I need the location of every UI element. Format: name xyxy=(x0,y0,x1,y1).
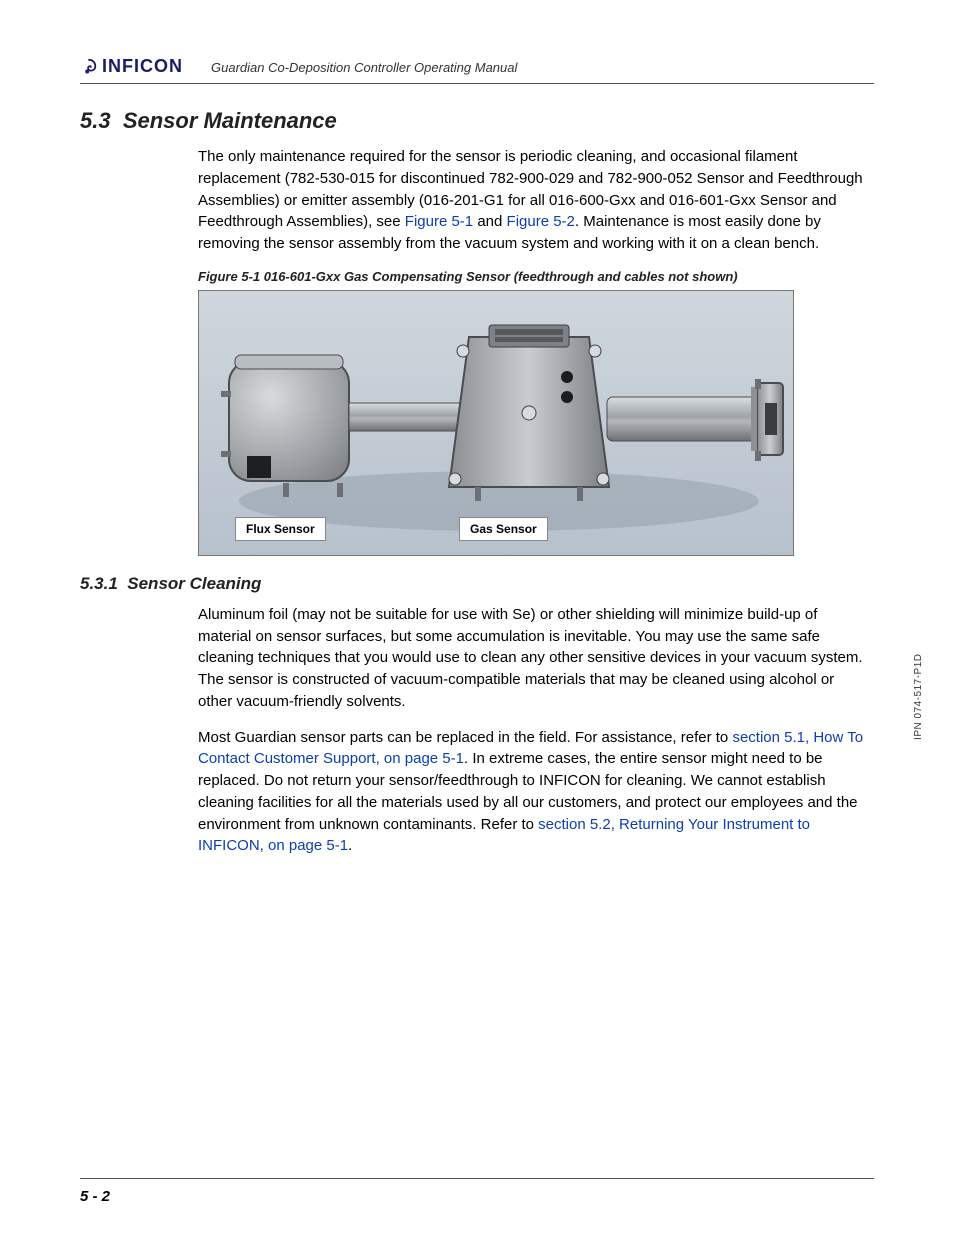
logo-swirl-icon xyxy=(80,58,98,76)
figure-caption: Figure 5-1 016-601-Gxx Gas Compensating … xyxy=(198,269,864,284)
subsection-heading: 5.3.1 Sensor Cleaning xyxy=(80,574,874,594)
footer-rule xyxy=(80,1178,874,1179)
subsection-para-2: Most Guardian sensor parts can be replac… xyxy=(198,727,864,858)
page-header: INFICON Guardian Co-Deposition Controlle… xyxy=(80,56,874,84)
ipn-code: IPN 074-517-P1D xyxy=(913,653,924,739)
brand-text: INFICON xyxy=(102,56,183,77)
figure-5-1: Flux Sensor Gas Sensor xyxy=(198,290,794,556)
manual-title: Guardian Co-Deposition Controller Operat… xyxy=(211,60,517,77)
brand-logo: INFICON xyxy=(80,56,183,77)
subsection-para-1: Aluminum foil (may not be suitable for u… xyxy=(198,604,864,713)
section-title: Sensor Maintenance xyxy=(123,108,337,133)
para-text: Most Guardian sensor parts can be replac… xyxy=(198,729,732,746)
figure-5-2-link[interactable]: Figure 5-2 xyxy=(507,213,575,230)
subsection-title: Sensor Cleaning xyxy=(127,574,261,593)
para-text: and xyxy=(473,213,506,230)
section-para-1: The only maintenance required for the se… xyxy=(198,146,864,255)
section-heading: 5.3 Sensor Maintenance xyxy=(80,108,874,134)
section-number: 5.3 xyxy=(80,108,111,133)
flux-sensor-label: Flux Sensor xyxy=(235,517,326,541)
para-text: . xyxy=(348,837,352,854)
figure-5-1-link[interactable]: Figure 5-1 xyxy=(405,213,473,230)
gas-sensor-label: Gas Sensor xyxy=(459,517,548,541)
subsection-number: 5.3.1 xyxy=(80,574,118,593)
page-number: 5 - 2 xyxy=(80,1188,110,1205)
